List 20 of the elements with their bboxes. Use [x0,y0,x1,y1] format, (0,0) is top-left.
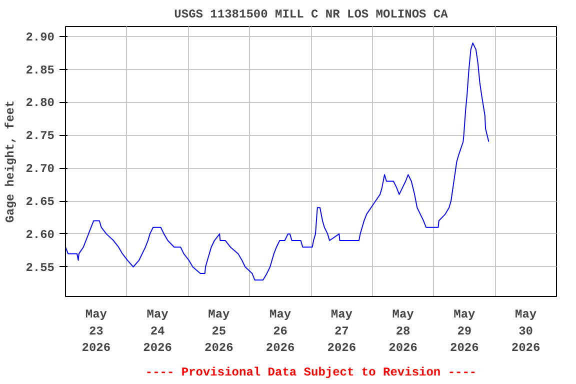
chart-title: USGS 11381500 MILL C NR LOS MOLINOS CA [174,8,449,22]
x-tick-label: May 29 2026 [450,308,479,356]
y-axis-title: Gage height, feet [4,100,18,223]
y-tick-label: 2.60 [26,228,55,242]
x-tick-label: May 27 2026 [327,308,356,356]
x-tick-label: May 26 2026 [266,308,295,356]
y-tick-label: 2.80 [26,96,55,110]
y-tick-label: 2.65 [26,195,55,210]
x-tick-label: May 28 2026 [388,308,418,356]
y-tick-label: 2.85 [26,63,55,78]
y-tick-label: 2.75 [26,129,55,144]
y-tick-label: 2.70 [26,162,55,176]
text: ---- Provisional Data Subject to Revision ---- [145,366,477,380]
line-series [66,42,490,281]
x-tick-label: May 30 2026 [511,308,540,356]
x-tick-label: May 24 2026 [143,308,172,356]
y-tick-label: 2.90 [26,30,55,44]
y-tick-label: 2.55 [26,260,55,275]
x-tick-label: May 25 2026 [204,308,234,356]
x-tick-label: May 23 2026 [82,308,111,356]
